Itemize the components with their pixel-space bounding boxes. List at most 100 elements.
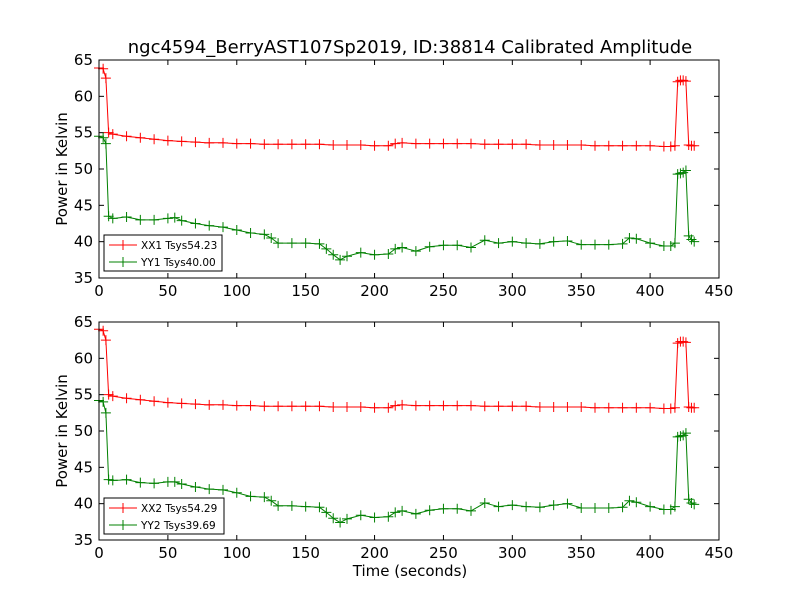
top-data-point-yy1 [397,242,408,253]
bottom-data-point-xx2 [617,402,628,413]
top-data-point-xx1 [617,140,628,151]
top-data-point-yy1 [548,236,559,247]
top-legend-label-xx1: XX1 Tsys54.23 [141,240,217,252]
bottom-data-point-xx2 [121,393,132,404]
top-data-point-xx1 [107,129,118,140]
bottom-y-tick-label: 45 [74,458,93,476]
bottom-data-point-yy2 [452,503,463,514]
bottom-data-point-xx2 [631,402,642,413]
top-y-tick-label: 45 [74,196,93,214]
top-data-point-yy1 [672,169,683,180]
top-plot-frame [98,59,720,279]
top-legend-marker-xx1 [118,240,128,250]
bottom-x-axis-label: Time (seconds) [352,562,468,580]
bottom-data-point-xx2 [342,402,352,413]
top-data-point-xx1 [397,137,408,148]
top-data-point-xx1 [245,138,256,149]
top-data-point-yy1 [645,238,656,249]
bottom-x-tick-label: 450 [705,544,734,562]
top-data-point-yy1 [424,241,435,252]
bottom-y-tick-label: 65 [74,313,93,331]
top-data-point-yy1 [631,233,642,244]
bottom-data-point-xx2 [149,396,160,407]
bottom-y-tick-label: 35 [74,531,93,549]
top-data-point-yy1 [273,238,284,249]
top-data-point-xx1 [576,140,587,151]
bottom-data-point-xx2 [162,397,173,408]
bottom-data-point-yy2 [466,505,476,516]
bottom-data-point-yy2 [390,507,401,518]
top-data-point-xx1 [534,140,545,151]
top-x-tick-label: 250 [429,282,458,300]
top-data-point-yy1 [624,233,635,244]
bottom-data-point-xx2 [669,402,680,413]
top-y-tick-label: 35 [74,269,93,287]
top-data-point-xx1 [603,140,614,151]
top-data-point-yy1 [603,239,614,250]
top-x-tick-label: 350 [567,282,596,300]
bottom-data-point-xx2 [135,394,146,405]
bottom-data-point-xx2 [452,400,463,411]
top-data-point-xx1 [466,138,476,149]
top-data-point-yy1 [107,213,118,224]
top-data-point-xx1 [121,131,132,142]
top-data-point-xx1 [507,139,518,150]
top-legend: XX1 Tsys54.23 YY1 Tsys40.00 [103,234,223,272]
top-x-tick-label: 200 [360,282,389,300]
bottom-data-point-xx2 [107,391,118,402]
top-data-point-yy1 [617,238,628,249]
top-y-tick-label: 60 [74,87,93,105]
bottom-data-point-yy2 [335,517,346,528]
bottom-data-point-yy2 [190,481,201,492]
top-data-point-yy1 [328,249,339,260]
bottom-data-point-xx2 [300,401,311,412]
top-data-point-xx1 [369,140,380,151]
bottom-data-point-yy2 [286,500,297,511]
top-data-point-yy1 [149,214,160,225]
bottom-data-point-xx2 [534,402,545,413]
top-data-point-yy1 [218,222,228,233]
top-data-point-yy1 [675,168,686,179]
top-data-point-xx1 [135,132,146,143]
top-data-point-yy1 [534,238,545,249]
bottom-x-tick-label: 50 [158,544,177,562]
top-data-point-xx1 [452,138,463,149]
top-legend-box [103,234,223,272]
top-data-point-yy1 [286,238,297,249]
bottom-data-point-yy2 [245,491,256,502]
bottom-data-point-xx2 [645,402,656,413]
bottom-data-point-yy2 [590,503,600,514]
bottom-y-axis-label: Power in Kelvin [53,374,71,488]
top-data-point-yy1 [466,242,476,253]
top-data-point-yy1 [300,238,311,249]
bottom-data-point-xx2 [314,401,325,412]
bottom-data-point-yy2 [98,396,109,407]
bottom-x-tick-label: 200 [360,544,389,562]
top-data-point-yy1 [135,214,146,225]
bottom-data-point-yy2 [300,501,311,512]
top-data-point-xx1 [204,137,215,148]
top-legend-label-yy1: YY1 Tsys40.00 [140,257,216,269]
bottom-data-point-yy2 [397,505,408,516]
bottom-data-point-xx2 [369,402,380,413]
bottom-plot-frame [98,321,720,541]
bottom-data-point-xx2 [98,325,109,336]
bottom-data-point-yy2 [534,502,545,513]
top-x-tick-label: 300 [498,282,527,300]
bottom-data-point-xx2 [479,401,490,412]
bottom-y-tick-label: 50 [74,422,93,440]
top-data-point-yy1 [479,235,490,246]
bottom-data-point-xx2 [383,402,394,413]
bottom-data-point-xx2 [603,402,614,413]
bottom-data-point-xx2 [190,399,201,410]
bottom-data-point-xx2 [273,401,284,412]
top-data-point-yy1 [678,167,689,178]
bottom-data-point-xx2 [672,338,683,349]
top-data-point-yy1 [204,220,215,231]
bottom-data-point-yy2 [176,479,187,490]
bottom-y-tick-label: 40 [74,495,93,513]
bottom-data-point-yy2 [521,501,532,512]
bottom-data-point-xx2 [493,401,504,412]
top-data-point-xx1 [631,140,642,151]
top-data-point-yy1 [355,247,366,258]
